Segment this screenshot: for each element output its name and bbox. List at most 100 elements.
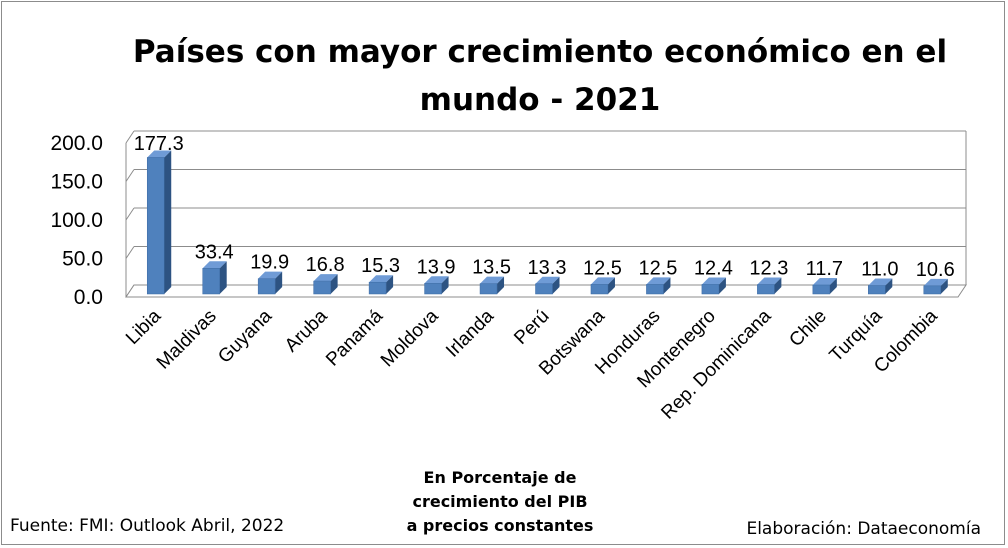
bar-top [868,278,893,286]
bar [701,277,726,295]
bar [257,271,283,295]
bar-side [497,276,505,294]
bar-side [275,271,283,294]
bar-top [535,276,560,284]
data-label: 15.3 [361,255,400,277]
bar-side [330,274,338,294]
y-tick-label: 0.0 [74,286,103,309]
bar-front [313,280,331,295]
side-gridline [125,169,135,182]
bar-front [202,268,220,295]
data-label: 13.3 [528,257,567,279]
bar [590,277,615,295]
bar-top [757,277,782,285]
x-tick-label: Chile [785,306,830,351]
bar-side [386,275,394,294]
bar [923,278,948,295]
data-label: 13.9 [417,256,456,278]
bar-side [552,276,560,294]
bar-front [424,283,442,295]
bar-side [663,277,671,294]
side-gridline [125,207,135,221]
bar [424,276,449,295]
bar [202,261,227,295]
data-label: 13.5 [472,257,511,279]
bar-side [718,277,726,294]
bar [812,277,837,295]
bar-side [885,278,893,294]
bar-front [757,284,775,295]
data-label: 33.4 [195,241,234,263]
bar-top [424,276,449,284]
data-label: 11.0 [861,259,898,281]
bar-top [258,271,283,279]
bar [146,150,172,295]
bar-front [479,283,498,295]
bar-front [590,284,609,295]
bar-top [646,277,671,285]
x-tick-label: Libia [122,305,166,349]
bar-side [829,277,837,294]
data-label: 11.7 [806,258,843,280]
y-tick-label: 100.0 [50,209,103,232]
data-label: 12.4 [694,257,733,279]
y-tick-label: 50.0 [62,248,103,271]
x-tick-label: Perú [510,306,553,349]
x-tick-label: Moldova [377,305,443,371]
x-tick-label: Maldivas [153,306,221,374]
chart-note: En Porcentaje de crecimiento del PIB a p… [380,466,620,538]
bar-top [313,274,338,282]
bar-side [164,150,172,294]
data-label: 19.9 [250,252,289,274]
bar-front [701,284,720,295]
bar-top [480,276,505,284]
data-label: 12.5 [583,257,622,279]
bar-front [812,284,831,295]
bar-top [590,277,615,285]
bar-front [257,278,276,295]
chart-note-line-2: crecimiento del PIB [412,492,588,511]
x-tick-label: Guyana [214,305,276,367]
source-text: Fuente: FMI: Outlook Abril, 2022 [10,516,285,536]
bar [479,276,505,295]
data-label: 12.3 [749,258,788,280]
chart-note-line-1: En Porcentaje de [423,468,577,487]
bar-front [146,157,165,295]
x-tick-label: Irlanda [442,305,498,361]
data-label: 177.3 [134,133,184,155]
bar [646,277,671,295]
chart-title-line-2: mundo - 2021 [419,82,661,118]
bar-front [646,284,664,295]
chart-title-line-1: Países con mayor crecimiento económico e… [132,34,948,70]
bar [868,278,893,295]
x-tick-label: Aruba [281,305,332,356]
y-tick-label: 200.0 [50,132,103,155]
bar [368,275,394,295]
bar [313,274,338,295]
bar-top [369,275,394,283]
bar-front [868,285,886,295]
bar [535,276,560,295]
bar-top [147,150,172,158]
side-gridline [125,130,135,144]
bar-top [812,277,837,285]
bar-side [441,276,449,294]
bar-side [219,261,227,294]
bar-top [701,277,726,285]
credit-text: Elaboración: Dataeconomía [746,519,981,539]
bar-top [923,278,948,286]
bar-front [535,283,553,295]
side-gridline [125,246,135,259]
bar-front [923,285,942,295]
bar-side [607,277,615,294]
bar-top [202,261,227,269]
data-label: 12.5 [638,257,677,279]
y-tick-label: 150.0 [50,171,103,194]
bar-side [940,278,948,294]
data-label: 10.6 [916,259,955,281]
chart-note-line-3: a precios constantes [406,516,594,535]
gridlines [125,130,966,298]
bar-side [774,277,782,294]
